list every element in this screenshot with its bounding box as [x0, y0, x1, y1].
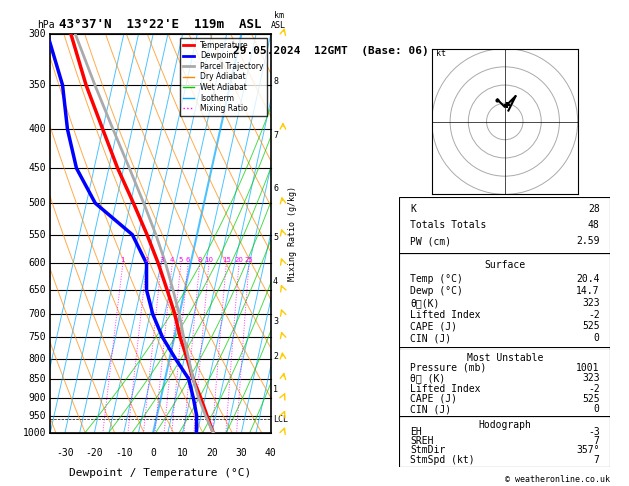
Text: Dewpoint / Temperature (°C): Dewpoint / Temperature (°C)	[69, 469, 252, 478]
Text: Pressure (mb): Pressure (mb)	[410, 363, 486, 373]
Text: θᴇ (K): θᴇ (K)	[410, 373, 445, 383]
Text: 525: 525	[582, 321, 599, 331]
Text: Dewp (°C): Dewp (°C)	[410, 286, 463, 296]
Text: 323: 323	[582, 373, 599, 383]
Text: 14.7: 14.7	[576, 286, 599, 296]
Text: -30: -30	[56, 449, 74, 458]
Text: 400: 400	[28, 124, 46, 134]
Text: StmDir: StmDir	[410, 445, 445, 455]
Text: 800: 800	[28, 354, 46, 364]
Text: 650: 650	[28, 285, 46, 295]
Text: Mixing Ratio (g/kg): Mixing Ratio (g/kg)	[288, 186, 298, 281]
Text: CAPE (J): CAPE (J)	[410, 321, 457, 331]
Text: 7: 7	[273, 131, 278, 140]
Text: CIN (J): CIN (J)	[410, 333, 451, 343]
Text: -2: -2	[588, 310, 599, 320]
Text: -10: -10	[115, 449, 133, 458]
Text: CAPE (J): CAPE (J)	[410, 394, 457, 404]
Text: 0: 0	[594, 404, 599, 414]
Text: 28: 28	[588, 204, 599, 214]
Text: 900: 900	[28, 393, 46, 403]
Text: 20: 20	[206, 449, 218, 458]
Text: 950: 950	[28, 411, 46, 420]
Text: Hodograph: Hodograph	[478, 419, 532, 430]
Text: km
ASL: km ASL	[271, 11, 286, 30]
Text: 5: 5	[179, 258, 183, 263]
Text: -2: -2	[588, 383, 599, 394]
Text: 6: 6	[273, 184, 278, 193]
Text: 7: 7	[594, 455, 599, 465]
Text: Most Unstable: Most Unstable	[467, 353, 543, 363]
Text: 2: 2	[145, 258, 149, 263]
Text: 0: 0	[594, 333, 599, 343]
Text: SREH: SREH	[410, 436, 433, 446]
Text: θᴇ(K): θᴇ(K)	[410, 298, 439, 308]
Text: 850: 850	[28, 374, 46, 384]
Text: 5: 5	[273, 233, 278, 242]
Text: Totals Totals: Totals Totals	[410, 220, 486, 230]
Text: 48: 48	[588, 220, 599, 230]
Text: kt: kt	[435, 49, 445, 58]
Text: 1001: 1001	[576, 363, 599, 373]
Text: hPa: hPa	[37, 20, 55, 30]
Text: 3: 3	[159, 258, 164, 263]
Text: 1: 1	[121, 258, 125, 263]
Text: 7: 7	[594, 436, 599, 446]
Text: 300: 300	[28, 29, 46, 39]
Text: 357°: 357°	[576, 445, 599, 455]
Text: 29.05.2024  12GMT  (Base: 06): 29.05.2024 12GMT (Base: 06)	[233, 46, 428, 56]
Text: -3: -3	[588, 427, 599, 437]
Text: 525: 525	[582, 394, 599, 404]
Text: 20: 20	[235, 258, 243, 263]
Text: 450: 450	[28, 163, 46, 173]
Text: CIN (J): CIN (J)	[410, 404, 451, 414]
Text: 4: 4	[273, 277, 278, 286]
Text: 700: 700	[28, 310, 46, 319]
Text: 20.4: 20.4	[576, 274, 599, 284]
Text: 500: 500	[28, 198, 46, 208]
Text: © weatheronline.co.uk: © weatheronline.co.uk	[505, 474, 610, 484]
Text: EH: EH	[410, 427, 421, 437]
Text: 30: 30	[235, 449, 247, 458]
Legend: Temperature, Dewpoint, Parcel Trajectory, Dry Adiabat, Wet Adiabat, Isotherm, Mi: Temperature, Dewpoint, Parcel Trajectory…	[180, 38, 267, 116]
Text: 0: 0	[150, 449, 156, 458]
Text: 10: 10	[204, 258, 213, 263]
Text: -20: -20	[86, 449, 103, 458]
Text: 323: 323	[582, 298, 599, 308]
Text: 3: 3	[273, 317, 278, 326]
Text: Temp (°C): Temp (°C)	[410, 274, 463, 284]
Text: 4: 4	[170, 258, 174, 263]
Title: 43°37'N  13°22'E  119m  ASL: 43°37'N 13°22'E 119m ASL	[59, 18, 262, 32]
Text: 6: 6	[186, 258, 191, 263]
Text: LCL: LCL	[273, 415, 288, 423]
Text: StmSpd (kt): StmSpd (kt)	[410, 455, 474, 465]
Text: 2.59: 2.59	[576, 236, 599, 246]
Text: Surface: Surface	[484, 260, 525, 271]
Text: 1: 1	[273, 384, 278, 394]
Text: 8: 8	[198, 258, 202, 263]
Text: 8: 8	[273, 77, 278, 86]
Text: 2: 2	[273, 352, 278, 361]
Text: 1000: 1000	[23, 428, 46, 437]
Text: K: K	[410, 204, 416, 214]
Text: 25: 25	[245, 258, 253, 263]
Text: Lifted Index: Lifted Index	[410, 383, 481, 394]
Text: 550: 550	[28, 230, 46, 240]
Text: PW (cm): PW (cm)	[410, 236, 451, 246]
Text: 40: 40	[265, 449, 277, 458]
Text: 15: 15	[222, 258, 231, 263]
Text: 600: 600	[28, 259, 46, 268]
Text: Lifted Index: Lifted Index	[410, 310, 481, 320]
Text: 750: 750	[28, 332, 46, 342]
Text: 10: 10	[177, 449, 189, 458]
Text: 350: 350	[28, 80, 46, 90]
